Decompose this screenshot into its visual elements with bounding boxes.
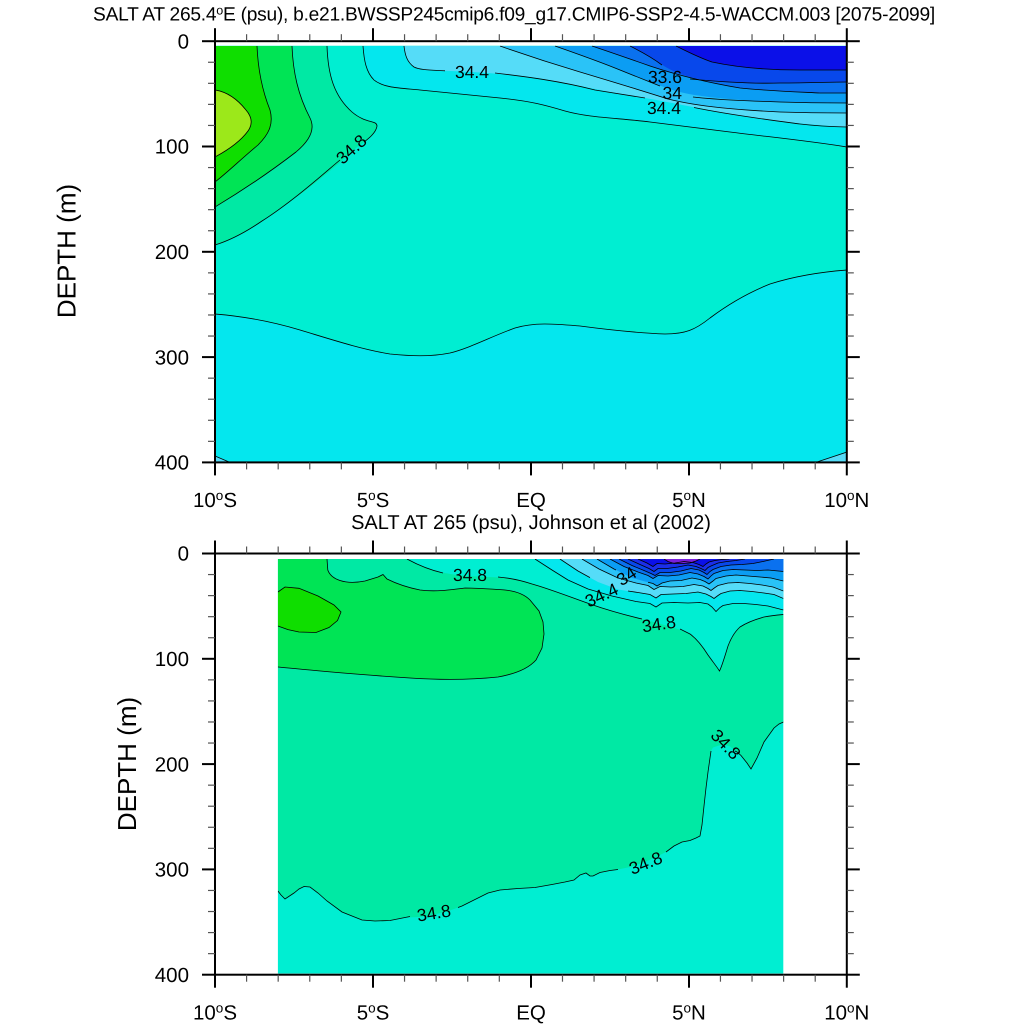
svg-text:DEPTH (m): DEPTH (m) bbox=[112, 697, 142, 831]
svg-text:10oN: 10oN bbox=[824, 1001, 869, 1024]
svg-text:5oN: 5oN bbox=[672, 1001, 706, 1024]
svg-text:SALT AT 265.4oE (psu), b.e21.B: SALT AT 265.4oE (psu), b.e21.BWSSP245cmi… bbox=[93, 4, 935, 26]
svg-text:33.6: 33.6 bbox=[648, 67, 682, 87]
svg-text:200: 200 bbox=[155, 241, 189, 264]
svg-text:300: 300 bbox=[155, 346, 189, 369]
svg-text:34.8: 34.8 bbox=[453, 565, 487, 585]
svg-text:10oN: 10oN bbox=[824, 488, 869, 512]
svg-text:100: 100 bbox=[155, 648, 189, 671]
svg-text:34: 34 bbox=[663, 83, 683, 103]
svg-text:34.4: 34.4 bbox=[455, 62, 489, 82]
svg-text:DEPTH (m): DEPTH (m) bbox=[52, 184, 82, 318]
svg-text:34.8: 34.8 bbox=[641, 612, 678, 637]
svg-text:300: 300 bbox=[155, 859, 189, 882]
svg-text:400: 400 bbox=[155, 964, 189, 987]
svg-text:EQ: EQ bbox=[516, 1002, 546, 1024]
svg-text:SALT AT 265 (psu), Johnson et: SALT AT 265 (psu), Johnson et al (2002) bbox=[351, 512, 711, 534]
svg-text:100: 100 bbox=[155, 136, 189, 159]
svg-text:EQ: EQ bbox=[516, 489, 546, 512]
svg-text:200: 200 bbox=[155, 753, 189, 776]
svg-text:10oS: 10oS bbox=[193, 1001, 237, 1024]
svg-text:0: 0 bbox=[178, 543, 189, 566]
svg-text:34.4: 34.4 bbox=[647, 98, 681, 118]
svg-text:400: 400 bbox=[155, 452, 189, 475]
svg-text:10oS: 10oS bbox=[193, 488, 237, 512]
svg-text:0: 0 bbox=[178, 30, 189, 53]
svg-text:5oS: 5oS bbox=[357, 1001, 390, 1024]
